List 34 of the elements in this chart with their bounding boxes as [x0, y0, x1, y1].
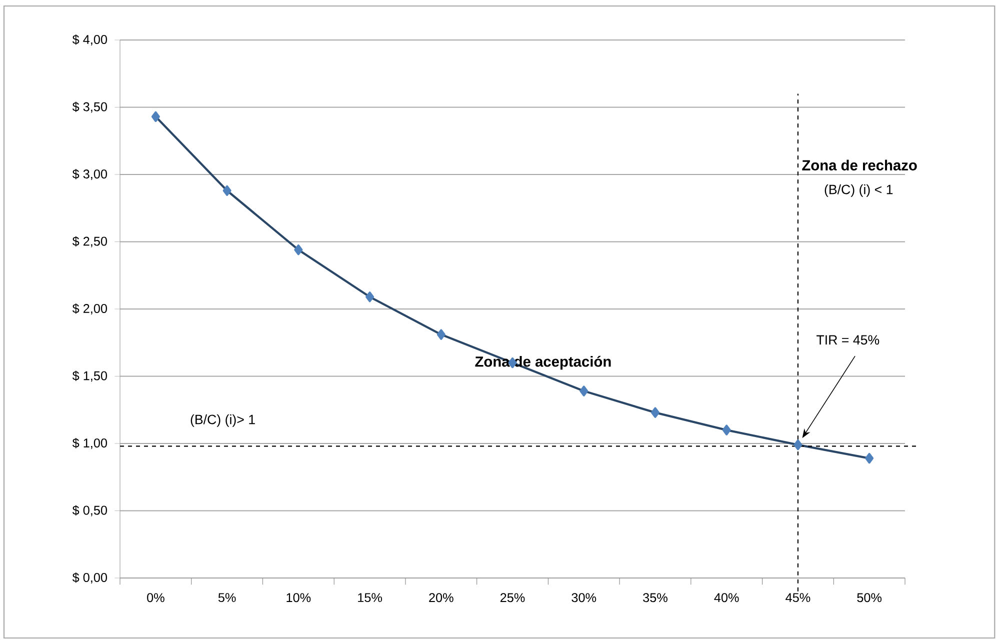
point [794, 439, 802, 450]
point [650, 407, 660, 418]
y-tick-label: $ 4,00 [72, 34, 108, 46]
y-tick-label: $ 1,50 [72, 370, 108, 382]
y-tick-label: $ 0,00 [72, 572, 108, 584]
x-tick-label: 40% [714, 593, 739, 602]
x-tick-label: 45% [786, 593, 810, 602]
annotation: (B/C) (i)> 1 [190, 414, 255, 427]
x-tick-label: 5% [218, 593, 236, 602]
y-tick-label: $ 2,50 [72, 236, 108, 248]
y-tick-label: $ 2,00 [72, 303, 108, 314]
y-tick-label: $ 3,00 [72, 168, 108, 180]
y-tick-label: $ 1,00 [72, 438, 108, 449]
x-tick-label: 15% [358, 593, 382, 602]
point [222, 185, 232, 196]
annotation: (B/C) (i) < 1 [824, 184, 893, 197]
x-tick-label: 0% [147, 593, 164, 602]
point [865, 452, 874, 464]
point [580, 386, 588, 396]
x-tick-label: 30% [572, 593, 596, 602]
x-tick-label: 35% [643, 593, 668, 602]
point [294, 244, 303, 256]
x-tick-label: 20% [429, 593, 454, 602]
x-tick-label: 10% [286, 593, 311, 602]
x-tick-label: 25% [500, 593, 525, 602]
point [722, 424, 731, 436]
x-tick-label: 50% [857, 593, 882, 602]
point [436, 329, 446, 340]
point [151, 111, 160, 122]
point [366, 292, 374, 302]
y-tick-label: $ 0,50 [72, 505, 108, 516]
y-tick-label: $ 3,50 [72, 102, 108, 113]
annotation: Zona de rechazo [802, 160, 917, 170]
annotation: TIR = 45% [816, 335, 880, 345]
